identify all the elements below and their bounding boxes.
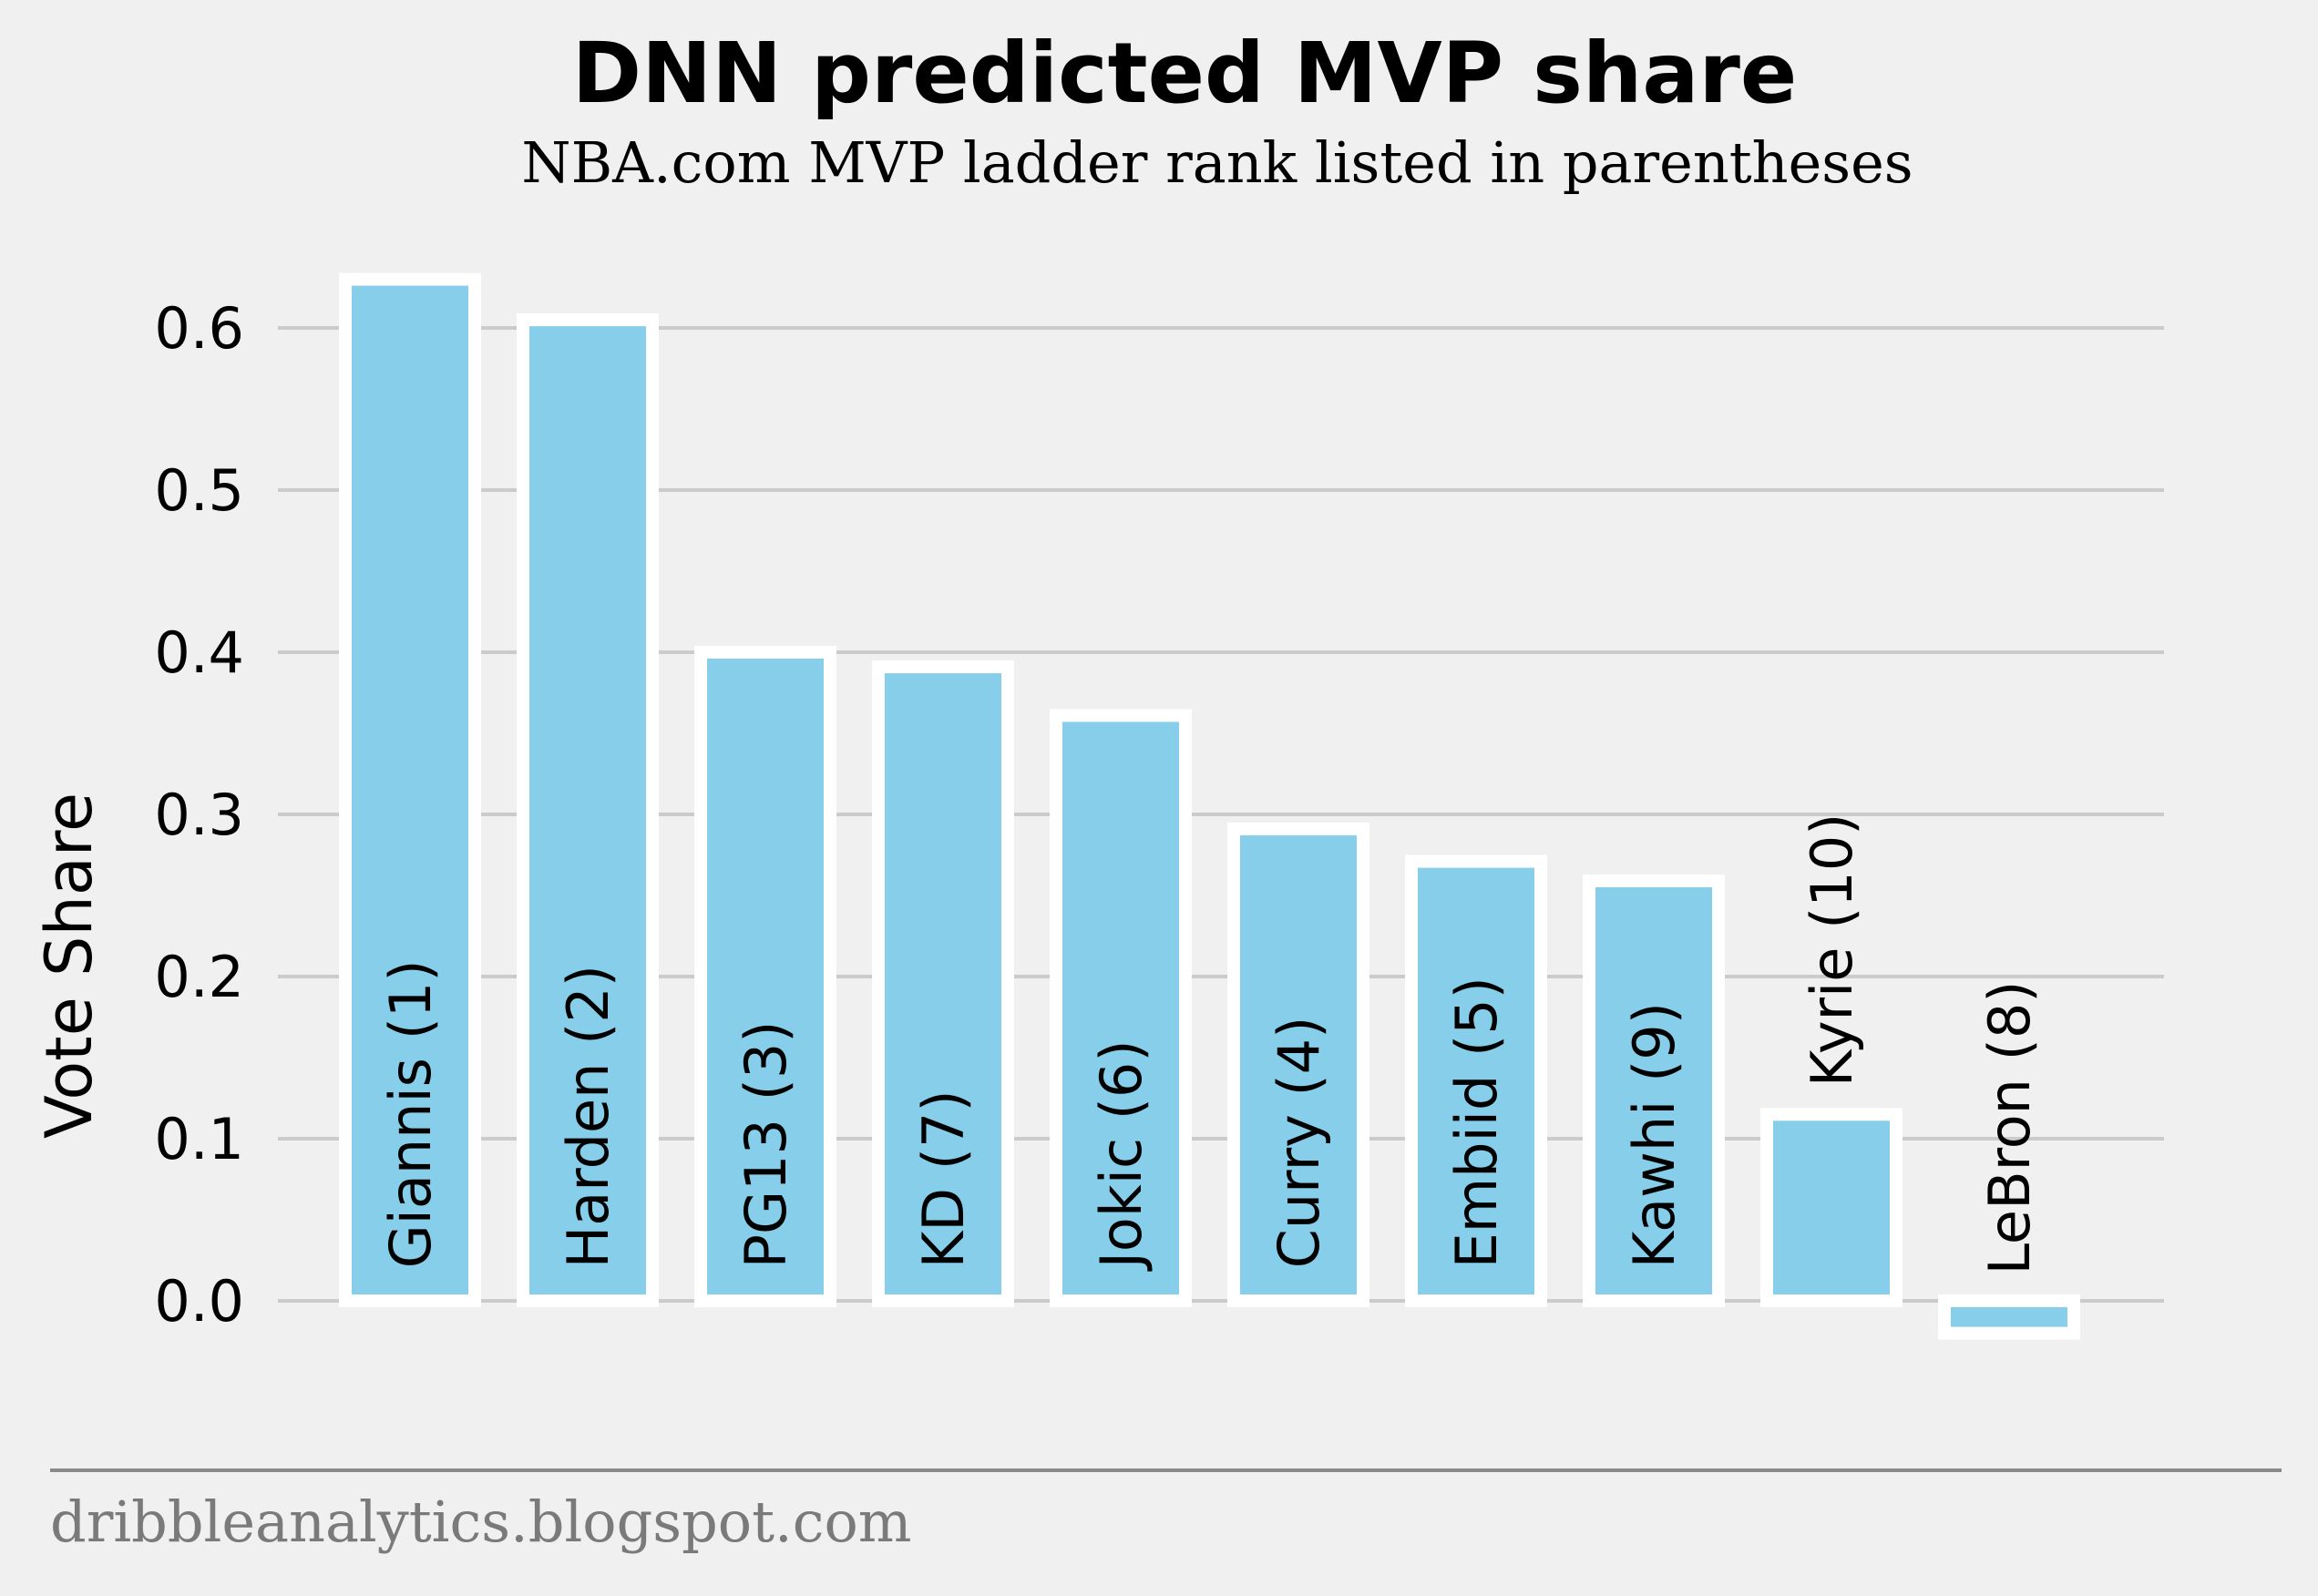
y-tick-label: 0.2 (154, 944, 244, 1010)
chart-title: DNN predicted MVP share (572, 25, 1798, 122)
bar (1938, 1294, 2080, 1340)
bars (339, 272, 2080, 1340)
bar (1583, 874, 1725, 1307)
y-axis-label: Vote Share (32, 793, 107, 1139)
y-tick-labels: 0.0 0.1 0.2 0.3 0.4 0.5 0.6 (154, 295, 244, 1335)
chart-subtitle: NBA.com MVP ladder rank listed in parent… (521, 129, 1913, 196)
bar-label: Kyrie (10) (1799, 813, 1865, 1088)
y-tick-label: 0.6 (154, 295, 244, 362)
bar (1050, 709, 1192, 1307)
y-tick-label: 0.0 (154, 1268, 244, 1335)
bar-label: Jokic (6) (1088, 1039, 1154, 1272)
bar (872, 660, 1014, 1307)
bar (1760, 1108, 1903, 1308)
bar-labels: Giannis (1) Harden (2) PG13 (3) KD (7) Jokic… (377, 813, 2043, 1275)
bar-label: Kawhi (9) (1621, 1002, 1687, 1268)
bar-label: PG13 (3) (733, 1021, 799, 1269)
bar-label: Giannis (1) (377, 959, 444, 1268)
bar (339, 272, 481, 1308)
bar-label: Curry (4) (1266, 1017, 1332, 1269)
y-tick-label: 0.1 (154, 1106, 244, 1172)
bar-label: LeBron (8) (1976, 980, 2043, 1274)
bar-label: Embiid (5) (1443, 977, 1510, 1268)
bar (517, 313, 659, 1308)
y-tick-label: 0.3 (154, 782, 244, 848)
footer-credit: dribbleanalytics.blogspot.com (50, 1489, 912, 1555)
bar-label: Harden (2) (555, 965, 621, 1268)
bar (1405, 854, 1547, 1307)
bar (1227, 823, 1369, 1307)
y-tick-label: 0.4 (154, 619, 244, 686)
y-tick-label: 0.5 (154, 457, 244, 524)
bar (694, 646, 836, 1307)
bar-label: KD (7) (910, 1090, 977, 1268)
